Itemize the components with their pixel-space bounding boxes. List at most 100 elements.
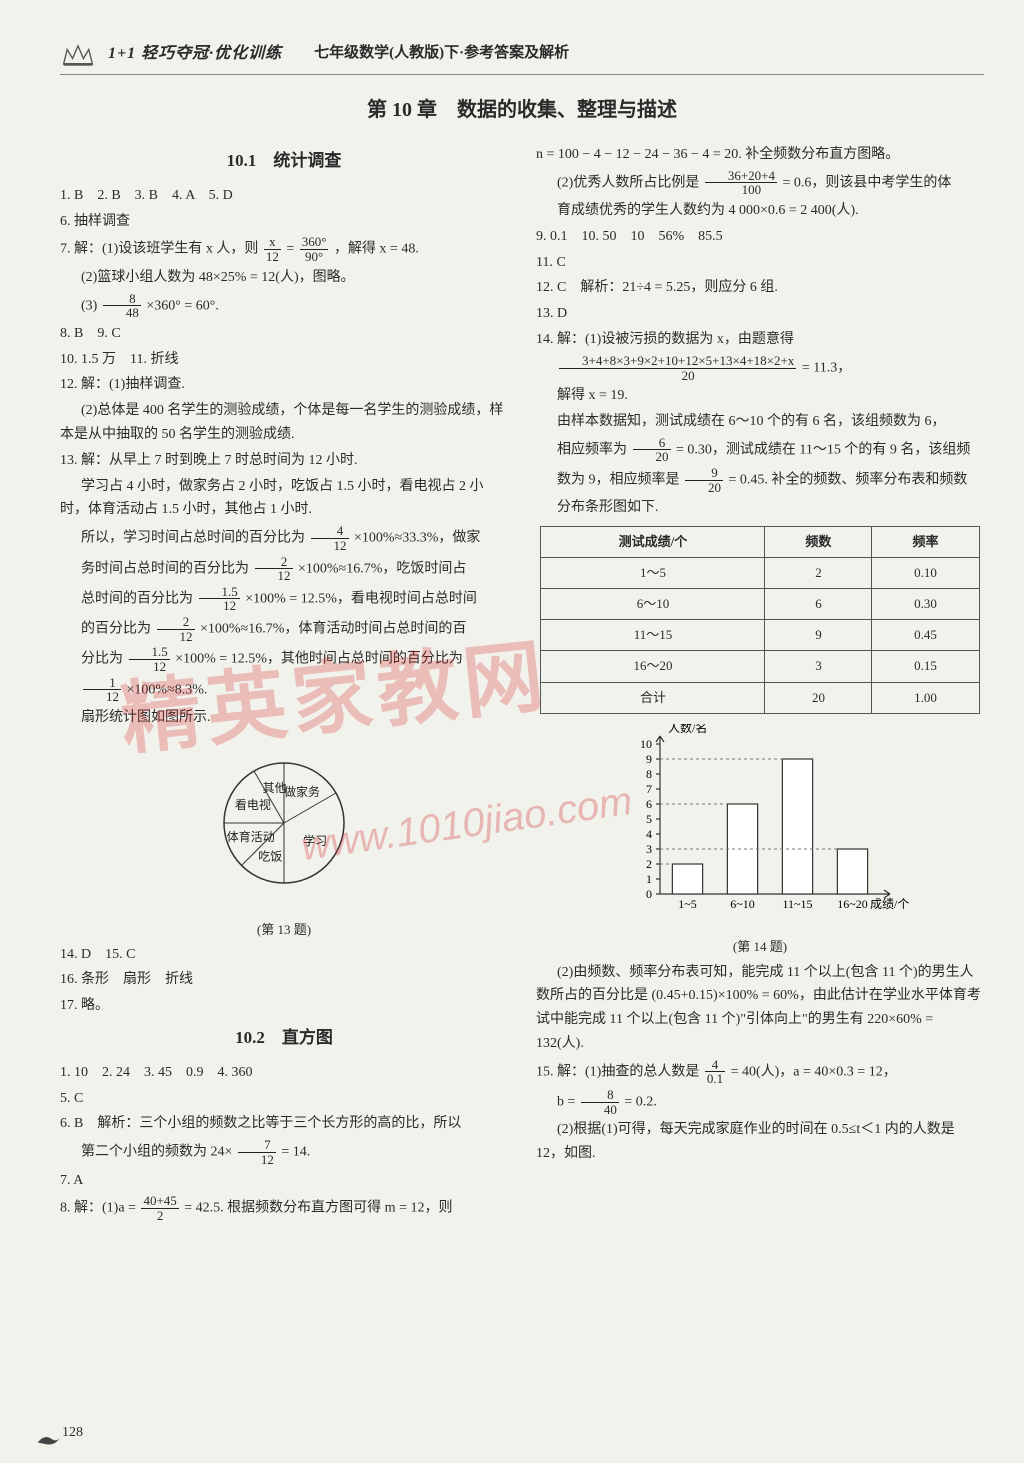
answer-line: 16. 条形 扇形 折线 — [60, 968, 508, 992]
svg-text:11~15: 11~15 — [782, 897, 812, 911]
fraction: 36+20+4100 — [705, 169, 777, 197]
answer-line: 9. 0.1 10. 50 10 56% 85.5 — [536, 225, 984, 249]
answer-line: 13. D — [536, 302, 984, 326]
fraction: 412 — [311, 524, 349, 552]
text: ×100%≈33.3%，做家 — [354, 531, 480, 546]
answer-line: 数为 9，相应频率是 920 = 0.45. 补全的频数、频率分布表和频数 — [536, 466, 984, 494]
answer-line: 育成绩优秀的学生人数约为 4 000×0.6 = 2 400(人). — [536, 199, 984, 223]
text: ×360° = 60°. — [146, 298, 219, 313]
table-header: 测试成绩/个 — [541, 527, 765, 558]
histogram-chart: 0123456789101~56~1011~1516~20人数/名成绩/个 — [536, 724, 984, 933]
fraction: 112 — [83, 676, 121, 704]
fraction: x12 — [264, 235, 281, 263]
answer-line: 112 ×100%≈8.3%. — [60, 676, 508, 704]
answer-line: 的百分比为 212 ×100%≈16.7%，体育活动时间占总时间的百 — [60, 615, 508, 643]
answer-line: (2)优秀人数所占比例是 36+20+4100 = 0.6，则该县中考学生的体 — [536, 169, 984, 197]
answer-line: 由样本数据知，测试成绩在 6～10 个的有 6 名，该组频数为 6， — [536, 410, 984, 434]
table-cell: 合计 — [541, 682, 765, 713]
answer-line: 11. C — [536, 251, 984, 275]
svg-text:6: 6 — [646, 797, 652, 811]
svg-text:看电视: 看电视 — [235, 797, 271, 812]
text: = 0.2. — [624, 1094, 656, 1109]
pie-chart: 做家务学习吃饭体育活动看电视其他 — [60, 738, 508, 917]
svg-text:吃饭: 吃饭 — [258, 849, 282, 863]
answer-line: 扇形统计图如图所示. — [60, 706, 508, 730]
table-cell: 0.15 — [872, 651, 979, 682]
answer-line: 10. 1.5 万 11. 折线 — [60, 348, 508, 372]
fraction: 360°90° — [300, 235, 329, 263]
text: 的百分比为 — [81, 621, 151, 636]
text: 相应频率为 — [557, 442, 627, 457]
answer-line: n = 100 − 4 − 12 − 24 − 36 − 4 = 20. 补全频… — [536, 143, 984, 167]
text: 务时间占总时间的百分比为 — [81, 561, 249, 576]
text: = 40(人)，a = 40×0.3 = 12， — [731, 1064, 897, 1079]
fraction: 712 — [238, 1138, 276, 1166]
text: (2)优秀人数所占比例是 — [557, 175, 699, 190]
answer-line: 5. C — [60, 1087, 508, 1111]
brand-title: 1+1 轻巧夺冠·优化训练 — [108, 40, 282, 67]
page-header: 1+1 轻巧夺冠·优化训练 七年级数学(人教版)下·参考答案及解析 — [60, 40, 984, 75]
answer-line: (2)根据(1)可得，每天完成家庭作业的时间在 0.5≤t＜1 内的人数是 12… — [536, 1118, 984, 1166]
table-cell: 0.30 — [872, 589, 979, 620]
fraction: 1.512 — [129, 645, 170, 673]
table-cell: 1～5 — [541, 558, 765, 589]
text: 第二个小组的频数为 24× — [81, 1145, 232, 1160]
answer-line: 解得 x = 19. — [536, 384, 984, 408]
text: ，解得 x = 48. — [334, 242, 419, 257]
text: = 0.6，则该县中考学生的体 — [783, 175, 952, 190]
crown-icon — [60, 40, 96, 68]
table-row: 16～2030.15 — [541, 651, 979, 682]
text: = 42.5. 根据频数分布直方图可得 m = 12，则 — [184, 1201, 452, 1216]
answer-line: 分比为 1.512 ×100% = 12.5%，其他时间占总时间的百分比为 — [60, 645, 508, 673]
text: = 14. — [281, 1145, 310, 1160]
answer-line: 12. 解：(1)抽样调查. — [60, 373, 508, 397]
subject-title: 七年级数学(人教版)下·参考答案及解析 — [314, 41, 569, 67]
answer-line: 分布条形图如下. — [536, 496, 984, 520]
fraction: 920 — [685, 466, 723, 494]
text: 分比为 — [81, 652, 123, 667]
svg-text:6~10: 6~10 — [730, 897, 755, 911]
answer-line: 1. 10 2. 24 3. 45 0.9 4. 360 — [60, 1061, 508, 1085]
answer-line: (2)篮球小组人数为 48×25% = 12(人)，图略。 — [60, 266, 508, 290]
svg-text:0: 0 — [646, 887, 652, 901]
text: 15. 解：(1)抽查的总人数是 — [536, 1064, 699, 1079]
table-row: 合计201.00 — [541, 682, 979, 713]
fraction: 840 — [581, 1088, 619, 1116]
fraction: 212 — [157, 615, 195, 643]
table-header: 频率 — [872, 527, 979, 558]
answer-line: 14. 解：(1)设被污损的数据为 x，由题意得 — [536, 328, 984, 352]
svg-text:16~20: 16~20 — [837, 897, 868, 911]
text: 总时间的百分比为 — [81, 591, 193, 606]
text: 7. 解：(1)设该班学生有 x 人，则 — [60, 242, 258, 257]
table-cell: 3 — [765, 651, 872, 682]
svg-text:5: 5 — [646, 812, 652, 826]
answer-line: 8. B 9. C — [60, 322, 508, 346]
svg-text:其他: 其他 — [263, 781, 287, 795]
answer-line: 7. 解：(1)设该班学生有 x 人，则 x12 = 360°90° ，解得 x… — [60, 235, 508, 263]
table-cell: 9 — [765, 620, 872, 651]
chapter-title: 第 10 章 数据的收集、整理与描述 — [60, 93, 984, 127]
text: ×100% = 12.5%，看电视时间占总时间 — [245, 591, 477, 606]
page-number: 128 — [62, 1421, 83, 1445]
table-cell: 16～20 — [541, 651, 765, 682]
svg-text:9: 9 — [646, 752, 652, 766]
svg-text:1~5: 1~5 — [678, 897, 697, 911]
fraction: 40.1 — [705, 1058, 725, 1086]
answer-line: b = 840 = 0.2. — [536, 1088, 984, 1116]
fraction: 212 — [255, 555, 293, 583]
text: ×100% = 12.5%，其他时间占总时间的百分比为 — [175, 652, 463, 667]
fraction: 40+452 — [141, 1194, 178, 1222]
svg-text:体育活动: 体育活动 — [227, 828, 275, 843]
text: 8. 解：(1)a = — [60, 1201, 136, 1216]
answer-line: 总时间的百分比为 1.512 ×100% = 12.5%，看电视时间占总时间 — [60, 585, 508, 613]
answer-line: 6. 抽样调查 — [60, 210, 508, 234]
text: ×100%≈16.7%，吃饭时间占 — [298, 561, 466, 576]
answer-line: 7. A — [60, 1169, 508, 1193]
svg-text:10: 10 — [640, 737, 652, 751]
text: 数为 9，相应频率是 — [557, 472, 680, 487]
table-row: 11～1590.45 — [541, 620, 979, 651]
text: b = — [557, 1094, 575, 1109]
right-column: n = 100 − 4 − 12 − 24 − 36 − 4 = 20. 补全频… — [536, 141, 984, 1225]
answer-line: 务时间占总时间的百分比为 212 ×100%≈16.7%，吃饭时间占 — [60, 555, 508, 583]
table-cell: 11～15 — [541, 620, 765, 651]
